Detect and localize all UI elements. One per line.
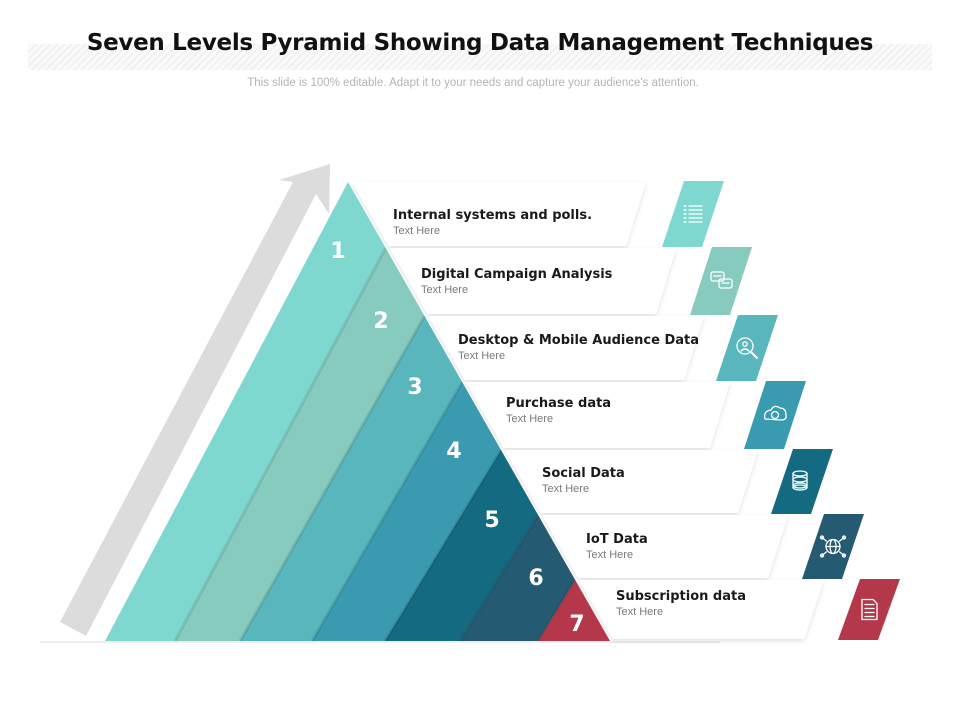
level-heading: Social Data <box>542 466 625 481</box>
level-label-5: Social Data Text Here <box>542 466 625 495</box>
level-row-5 <box>504 450 758 513</box>
level-text: Text Here <box>542 483 590 495</box>
level-label-3: Desktop & Mobile Audience Data Text Here <box>458 333 699 362</box>
level-number-3: 3 <box>407 375 422 400</box>
level-heading: Subscription data <box>616 589 746 604</box>
pyramid-band-7 <box>538 580 610 641</box>
level-row-2 <box>389 248 676 314</box>
pyramid-band-6 <box>460 515 576 641</box>
level-heading: Desktop & Mobile Audience Data <box>458 333 700 348</box>
level-row-3 <box>428 316 704 380</box>
level-row-1 <box>352 182 646 246</box>
band-separator <box>383 449 503 642</box>
document-icon <box>861 598 878 621</box>
icon-tile-4 <box>744 381 806 449</box>
level-number-1: 1 <box>330 239 345 264</box>
level-number-7: 7 <box>569 612 584 637</box>
band-separator <box>536 579 577 642</box>
checklist-icon <box>683 205 703 223</box>
level-number-2: 2 <box>373 309 388 334</box>
pyramid-band-1 <box>105 182 386 641</box>
pyramid-band-5 <box>385 450 539 641</box>
level-text: Text Here <box>458 350 506 362</box>
pyramid-band-2 <box>175 248 425 641</box>
network-globe-icon <box>819 535 847 558</box>
slide-title: Seven Levels Pyramid Showing Data Manage… <box>86 30 874 56</box>
band-separator <box>173 247 387 642</box>
level-row-7 <box>579 580 824 639</box>
level-label-1: Internal systems and polls. Text Here <box>393 208 592 237</box>
level-text: Text Here <box>393 225 441 237</box>
level-number-4: 4 <box>446 439 461 464</box>
icon-tile-7 <box>838 579 900 640</box>
level-label-6: IoT Data Text Here <box>586 532 648 561</box>
pyramid-band-4 <box>312 382 501 641</box>
icon-tile-3 <box>716 315 778 381</box>
level-heading: Digital Campaign Analysis <box>421 267 613 282</box>
rising-arrow <box>60 164 330 636</box>
level-label-2: Digital Campaign Analysis Text Here <box>421 267 612 296</box>
level-row-4 <box>466 382 730 448</box>
title-band <box>28 44 932 70</box>
level-number-5: 5 <box>484 508 499 533</box>
chat-bubbles-icon <box>710 271 733 289</box>
level-row-6 <box>542 515 788 578</box>
band-separator <box>310 381 464 642</box>
level-heading: Internal systems and polls. <box>393 208 593 223</box>
level-heading: Purchase data <box>506 396 612 411</box>
pyramid-band-3 <box>240 316 463 641</box>
level-text: Text Here <box>586 549 634 561</box>
level-text: Text Here <box>506 413 554 425</box>
database-icon <box>792 470 808 491</box>
band-separator <box>458 514 540 642</box>
magnifier-people-icon <box>736 337 758 359</box>
level-text: Text Here <box>421 284 469 296</box>
level-label-4: Purchase data Text Here <box>506 396 611 425</box>
band-separator <box>238 315 426 642</box>
level-text: Text Here <box>616 606 664 618</box>
level-number-6: 6 <box>528 566 543 591</box>
cloud-cycle-icon <box>763 405 787 421</box>
slide-subtitle: This slide is 100% editable. Adapt it to… <box>247 77 699 89</box>
level-heading: IoT Data <box>586 532 648 547</box>
level-label-7: Subscription data Text Here <box>616 589 746 618</box>
